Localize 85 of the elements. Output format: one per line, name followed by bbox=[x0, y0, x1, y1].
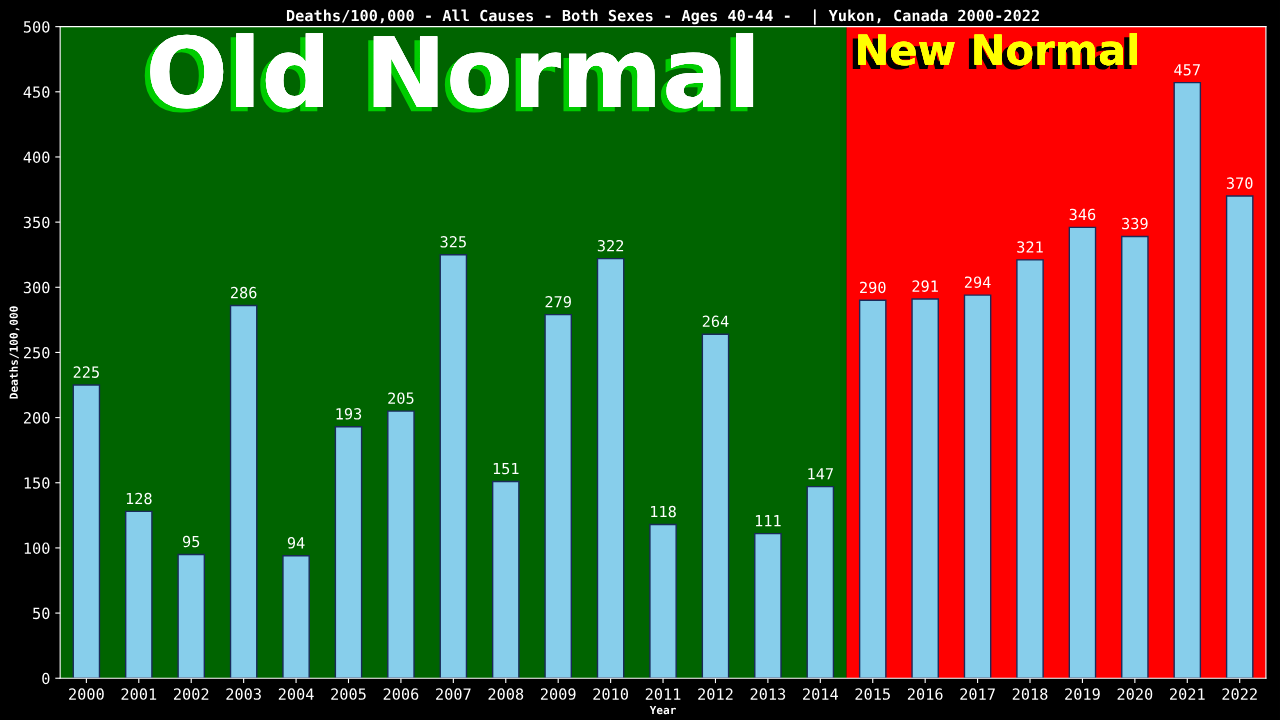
x-tick-label: 2015 bbox=[855, 688, 890, 700]
x-tick-label: 2003 bbox=[226, 688, 261, 700]
bar bbox=[544, 313, 572, 679]
data-label: 118 bbox=[651, 505, 676, 518]
x-tick-label: 2017 bbox=[960, 688, 995, 700]
data-label: 225 bbox=[73, 366, 99, 378]
x-tick-label: 2018 bbox=[1012, 688, 1048, 700]
x-tick-label: 2010 bbox=[593, 688, 629, 700]
y-tick-label: 300 bbox=[23, 281, 50, 294]
data-label: 457 bbox=[1174, 64, 1200, 76]
x-tick-label: 2009 bbox=[540, 688, 576, 700]
y-tick-label: 500 bbox=[23, 21, 50, 33]
bar bbox=[387, 410, 415, 679]
x-tick-label: 2014 bbox=[803, 688, 838, 700]
bar bbox=[439, 254, 468, 679]
x-tick-label: 2002 bbox=[173, 688, 209, 700]
x-tick-label: 2004 bbox=[278, 688, 314, 700]
x-tick-label: 2019 bbox=[1065, 688, 1100, 700]
bar bbox=[282, 555, 310, 679]
bar bbox=[1121, 235, 1149, 679]
data-label: 128 bbox=[126, 492, 152, 505]
band-label: New Normal bbox=[852, 33, 1137, 70]
data-label: 322 bbox=[597, 239, 624, 252]
x-tick-label: 2008 bbox=[488, 688, 524, 700]
x-tick-label: 2000 bbox=[69, 688, 104, 700]
bar bbox=[1068, 226, 1097, 679]
data-label: 264 bbox=[702, 315, 729, 328]
y-tick-label: 450 bbox=[23, 86, 50, 98]
data-label: 151 bbox=[493, 462, 519, 475]
data-label: 321 bbox=[1017, 241, 1043, 253]
bar bbox=[491, 480, 520, 679]
bar bbox=[963, 294, 992, 679]
y-tick-label: 400 bbox=[23, 151, 50, 164]
x-tick-label: 2012 bbox=[698, 688, 733, 700]
bar bbox=[72, 384, 101, 679]
x-tick-label: 2022 bbox=[1222, 688, 1257, 700]
data-label: 95 bbox=[182, 535, 200, 548]
bar bbox=[124, 510, 153, 679]
data-label: 339 bbox=[1122, 217, 1148, 230]
data-label: 370 bbox=[1226, 177, 1253, 189]
bar bbox=[1016, 259, 1044, 679]
bar bbox=[1173, 81, 1202, 679]
y-tick-label: 0 bbox=[42, 672, 50, 685]
chart-title: Deaths/100,000 - All Causes - Both Sexes - Ages 40-44 - | Yukon, Canada 2000-2022 bbox=[286, 9, 1039, 25]
y-tick-label: 250 bbox=[23, 346, 50, 359]
x-tick-label: 2011 bbox=[645, 688, 681, 700]
x-tick-label: 2007 bbox=[436, 688, 471, 700]
data-label: 147 bbox=[808, 468, 833, 480]
data-label: 286 bbox=[230, 286, 257, 299]
data-label: 94 bbox=[287, 537, 305, 549]
data-label: 290 bbox=[860, 281, 886, 294]
bar bbox=[177, 553, 206, 679]
y-tick-label: 100 bbox=[24, 542, 50, 554]
y-tick-label: 350 bbox=[23, 216, 50, 229]
data-label: 111 bbox=[755, 515, 781, 527]
bar bbox=[1225, 195, 1254, 679]
x-tick-label: 2020 bbox=[1117, 688, 1153, 700]
data-label: 291 bbox=[912, 280, 938, 292]
bar bbox=[806, 485, 835, 679]
bar bbox=[649, 523, 677, 679]
data-label: 294 bbox=[964, 276, 991, 288]
x-tick-label: 2021 bbox=[1170, 688, 1205, 700]
data-label: 193 bbox=[336, 408, 362, 420]
data-label: 346 bbox=[1069, 208, 1096, 221]
bar bbox=[858, 299, 887, 679]
bar bbox=[596, 257, 625, 679]
bar bbox=[911, 298, 939, 679]
x-tick-label: 2016 bbox=[907, 688, 943, 700]
x-tick-label: 2001 bbox=[121, 688, 157, 700]
y-tick-label: 50 bbox=[33, 607, 50, 620]
bar bbox=[754, 532, 782, 679]
x-tick-label: 2013 bbox=[750, 688, 786, 700]
data-label: 205 bbox=[388, 392, 414, 404]
x-tick-label: 2005 bbox=[331, 688, 366, 700]
data-label: 279 bbox=[545, 295, 571, 308]
y-axis-title: Deaths/100,000 bbox=[9, 306, 20, 399]
y-tick-label: 200 bbox=[23, 412, 50, 424]
bar bbox=[229, 304, 258, 679]
y-tick-label: 150 bbox=[24, 477, 50, 489]
data-label: 325 bbox=[440, 236, 466, 248]
bar bbox=[334, 426, 363, 679]
x-axis-title: Year bbox=[649, 705, 676, 715]
band-label: Old Normal bbox=[144, 33, 754, 113]
x-tick-label: 2006 bbox=[383, 688, 419, 700]
bar bbox=[701, 333, 730, 679]
